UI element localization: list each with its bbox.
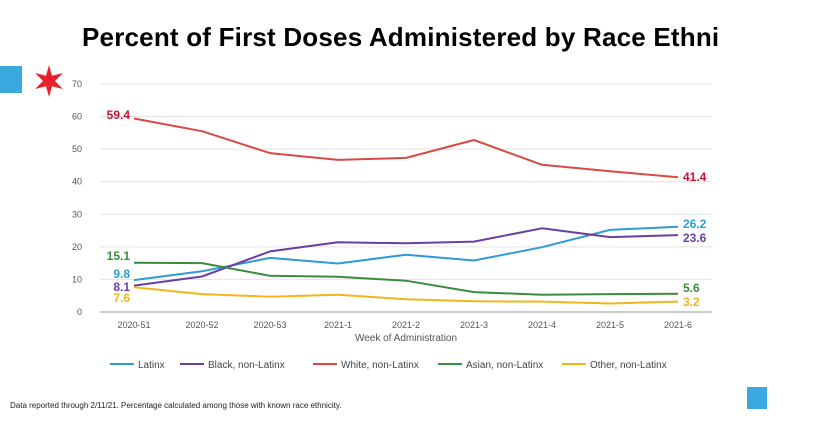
end-data-label: 23.6 xyxy=(683,231,707,245)
start-data-label: 9.8 xyxy=(113,267,130,281)
start-data-label: 7.6 xyxy=(113,291,130,305)
legend-label: Asian, non-Latinx xyxy=(466,360,543,371)
y-tick-label: 20 xyxy=(72,242,82,252)
x-tick-label: 2021-6 xyxy=(664,320,692,330)
legend-label: Latinx xyxy=(138,360,165,371)
series-line-white-non-latinx xyxy=(133,117,679,179)
y-tick-label: 60 xyxy=(72,112,82,122)
y-tick-label: 50 xyxy=(72,144,82,154)
legend-label: White, non-Latinx xyxy=(341,360,419,371)
blue-square-decoration-right xyxy=(747,387,767,409)
x-axis-label: Week of Administration xyxy=(355,333,457,344)
series-line-other-non-latinx xyxy=(133,286,679,305)
series-line-asian-non-latinx xyxy=(133,261,679,296)
x-tick-label: 2020-52 xyxy=(185,320,218,330)
x-tick-label: 2021-2 xyxy=(392,320,420,330)
legend-label: Black, non-Latinx xyxy=(208,360,285,371)
x-tick-label: 2021-1 xyxy=(324,320,352,330)
y-tick-label: 10 xyxy=(72,274,82,284)
blue-square-decoration xyxy=(0,66,22,93)
end-data-label: 5.6 xyxy=(683,281,700,295)
end-data-label: 41.4 xyxy=(683,170,707,184)
start-data-label: 8.1 xyxy=(113,280,130,294)
y-tick-label: 40 xyxy=(72,177,82,187)
end-data-label: 26.2 xyxy=(683,217,707,231)
x-tick-label: 2020-53 xyxy=(253,320,286,330)
x-tick-label: 2021-3 xyxy=(460,320,488,330)
end-data-label: 3.2 xyxy=(683,295,700,309)
red-star-icon xyxy=(35,65,63,97)
y-tick-label: 0 xyxy=(77,307,82,317)
line-chart: 0 10 20 30 40 50 60 70 2020-51 2020-52 2020-53 2021… xyxy=(72,79,712,371)
x-tick-label: 2021-5 xyxy=(596,320,624,330)
y-tick-label: 30 xyxy=(72,209,82,219)
start-data-label: 59.4 xyxy=(107,108,131,122)
chart-title: Percent of First Doses Administered by R… xyxy=(82,22,720,52)
start-data-label: 15.1 xyxy=(107,249,131,263)
legend-label: Other, non-Latinx xyxy=(590,360,667,371)
footnote: Data reported through 2/11/21. Percentag… xyxy=(10,401,342,410)
x-tick-label: 2020-51 xyxy=(117,320,150,330)
series-line-black-non-latinx xyxy=(133,227,679,287)
y-tick-label: 70 xyxy=(72,79,82,89)
x-tick-label: 2021-4 xyxy=(528,320,556,330)
